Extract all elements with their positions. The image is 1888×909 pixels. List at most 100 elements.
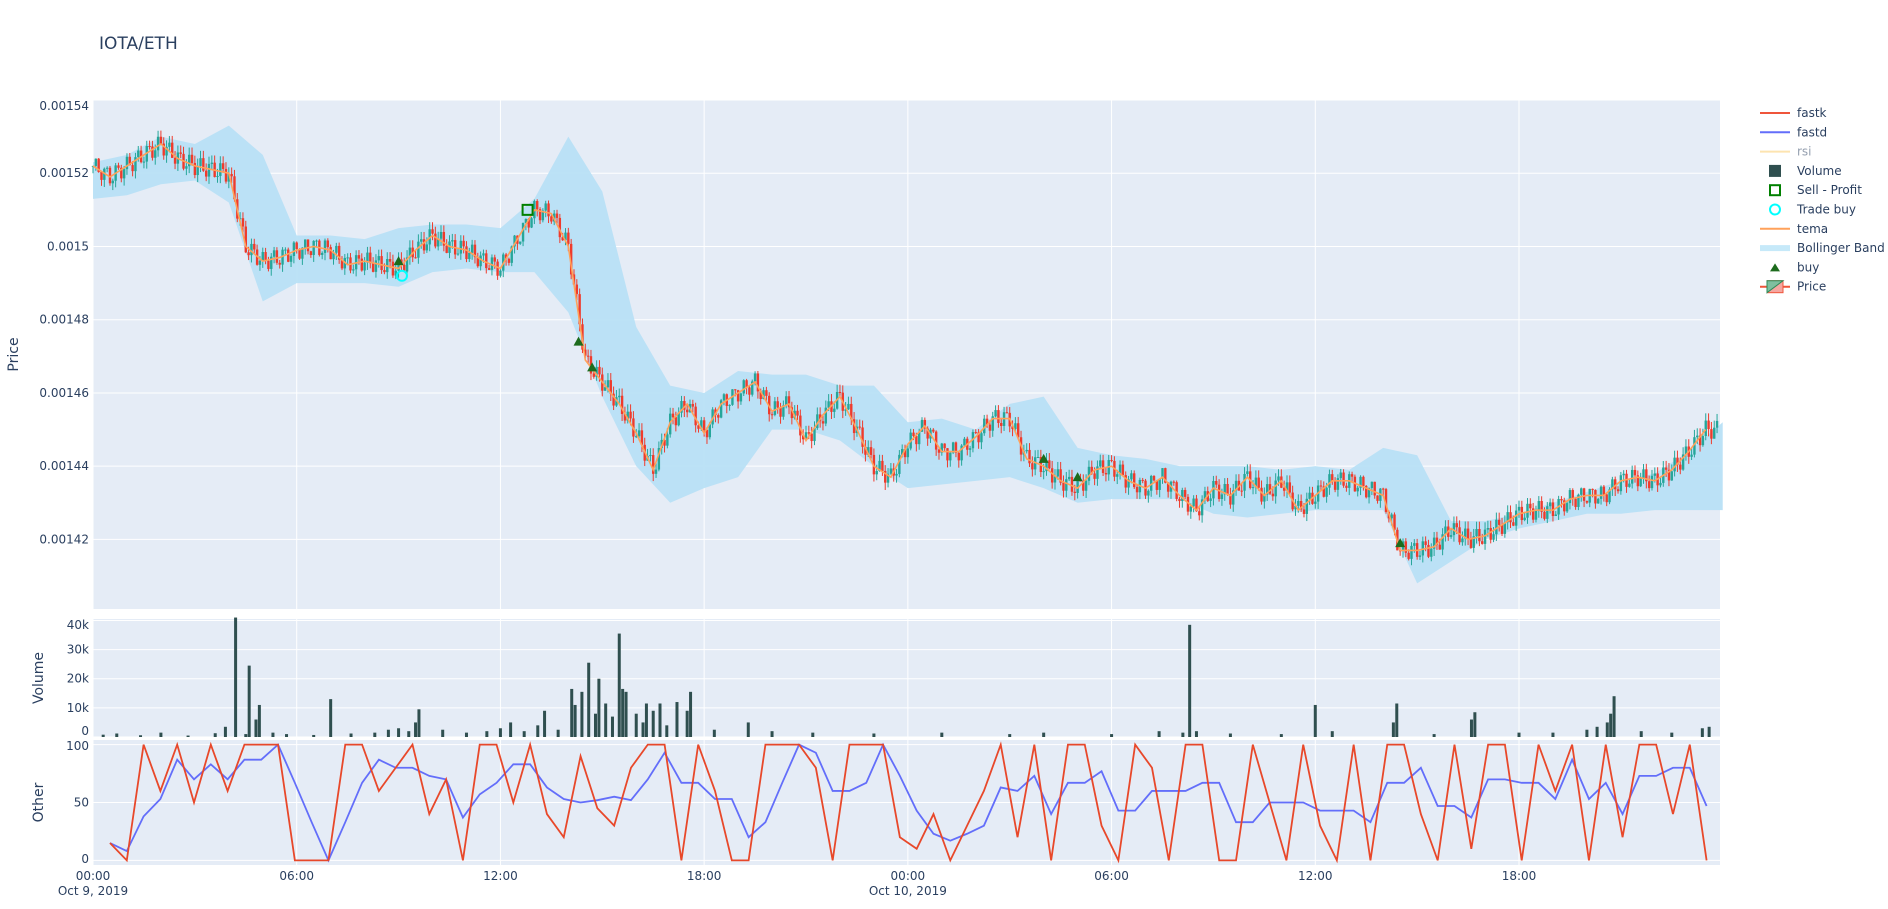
candle-body (301, 247, 304, 259)
candle-body (824, 407, 828, 424)
candle-body (603, 387, 607, 391)
volume-bar (770, 731, 774, 737)
candle-body (1704, 420, 1707, 437)
candle-body (521, 222, 525, 242)
candle-body (1464, 528, 1467, 539)
candle-body (1073, 491, 1076, 493)
volume-bar (624, 691, 628, 737)
candle-body (1554, 514, 1557, 516)
candle-body (813, 428, 816, 442)
candle-body (1056, 469, 1060, 477)
candle-body (951, 442, 955, 453)
candle-body (1715, 420, 1719, 428)
candle-body (1141, 479, 1144, 481)
buy-marker (587, 362, 598, 372)
candle-body (258, 260, 262, 265)
candle-body (408, 247, 412, 258)
candle-body (1158, 478, 1161, 490)
y-tick-label: 0.00146 (39, 386, 89, 400)
candle-body (821, 421, 825, 424)
y-tick-label: 50 (74, 796, 89, 810)
candle-body (1124, 475, 1127, 488)
candle-body (994, 410, 997, 417)
candle-body (465, 246, 468, 260)
candle-body (878, 460, 881, 472)
candle-body (165, 146, 168, 156)
candle-body (584, 349, 587, 356)
candle-body (179, 152, 182, 154)
candle-body (609, 380, 612, 394)
legend-item-trade-buy[interactable]: Trade buy (1769, 203, 1856, 217)
candle-body (1565, 503, 1569, 512)
legend-circle-icon (1769, 203, 1781, 216)
legend-item-tema[interactable]: tema (1760, 222, 1828, 236)
candle-body (1365, 485, 1368, 498)
volume-bar (580, 691, 584, 737)
candle-body (1183, 489, 1187, 497)
volume-bar (373, 732, 377, 737)
y-axis-title: Other (31, 782, 47, 822)
legend-label: fastk (1797, 106, 1827, 120)
legend-item-bollinger-band[interactable]: Bollinger Band (1760, 241, 1885, 255)
candle-body (946, 448, 949, 461)
candle-body (1529, 503, 1532, 509)
candle-body (1070, 476, 1074, 492)
volume-bar (587, 662, 591, 737)
candle-body (850, 403, 853, 420)
candle-body (524, 218, 528, 223)
volume-bar (746, 722, 750, 737)
legend-item-price[interactable]: Price (1760, 280, 1826, 294)
candle-body (1514, 510, 1518, 526)
candle-body (244, 226, 247, 253)
candle-body (431, 229, 434, 234)
candle-body (1616, 489, 1620, 492)
candle-body (1582, 488, 1586, 501)
candle-body (1432, 537, 1436, 549)
legend-item-sell-profit[interactable]: Sell - Profit (1769, 183, 1862, 197)
candle-body (519, 241, 522, 244)
candle-body (796, 410, 799, 416)
volume-bar (1473, 712, 1477, 737)
candle-body (462, 240, 465, 247)
candle-body (753, 373, 757, 382)
candle-body (1642, 469, 1645, 478)
volume-bar (386, 729, 390, 737)
candle-body (618, 395, 621, 398)
legend-item-rsi[interactable]: rsi (1760, 145, 1812, 159)
candle-body (1294, 505, 1297, 510)
volume-bar (213, 733, 217, 737)
candle-body (1096, 466, 1099, 479)
volume-bar (101, 734, 105, 737)
candle-body (445, 245, 448, 253)
volume-bar (1670, 732, 1674, 737)
candle-body (1495, 519, 1498, 535)
legend-item-volume[interactable]: Volume (1769, 164, 1842, 178)
legend-item-fastd[interactable]: fastd (1760, 125, 1827, 139)
candle-body (900, 448, 904, 455)
candle-body (289, 255, 293, 262)
candle-body (363, 262, 366, 271)
trade-buy-marker (395, 269, 408, 282)
candle-body (1710, 429, 1713, 439)
y-tick-label: 0.0015 (47, 239, 89, 253)
candle-body (482, 253, 485, 256)
legend-item-buy[interactable]: buy (1770, 260, 1819, 274)
candle-body (1653, 473, 1657, 476)
volume-bar (254, 719, 258, 737)
candle-body (1223, 483, 1226, 495)
candle-body (1359, 476, 1362, 488)
candle-body (1268, 484, 1272, 494)
candle-body (1667, 469, 1671, 481)
legend-item-fastk[interactable]: fastk (1760, 106, 1827, 120)
volume-bar (543, 710, 547, 737)
candle-body (578, 294, 581, 325)
candle-body (541, 210, 545, 221)
candle-body (1076, 480, 1079, 493)
candle-body (1622, 473, 1625, 476)
candle-body (564, 232, 567, 241)
candle-body (1410, 545, 1413, 559)
candle-body (219, 163, 222, 176)
buy-marker (1038, 453, 1049, 463)
candle-body (1297, 500, 1300, 506)
volume-bar (536, 725, 540, 737)
